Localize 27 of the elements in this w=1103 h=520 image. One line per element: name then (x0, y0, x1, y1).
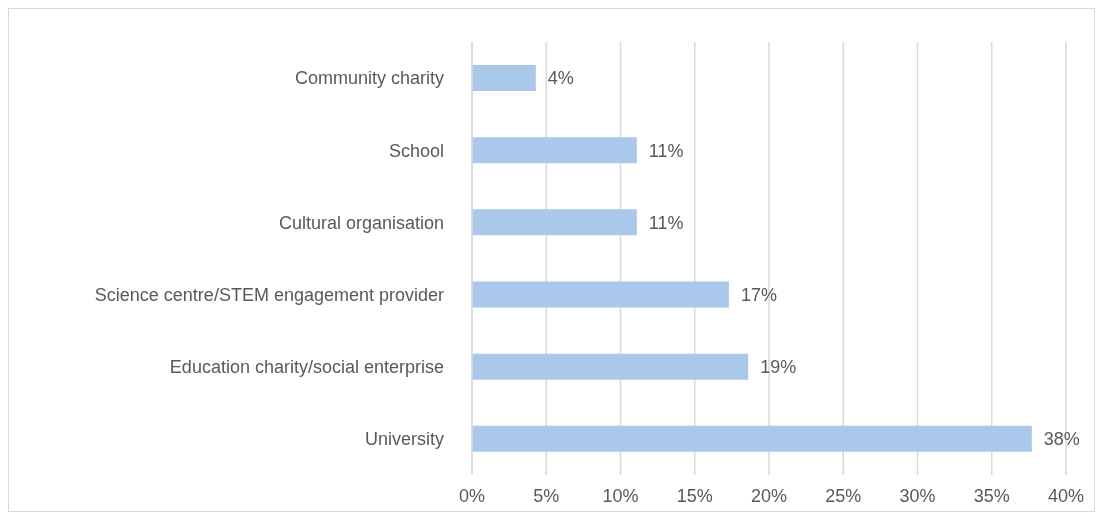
y-tick-label: School (388, 140, 444, 161)
bar (472, 425, 1032, 452)
x-tick-label: 5% (533, 485, 560, 506)
x-tick-label: 20% (750, 485, 788, 506)
y-tick-label: Community charity (294, 68, 444, 89)
bar (472, 209, 637, 236)
x-tick-label: 15% (676, 485, 713, 506)
x-tick-label: 10% (602, 485, 639, 506)
y-tick-label: University (364, 429, 444, 450)
x-tick-label: 30% (899, 485, 936, 506)
y-tick-label: Education charity/social enterprise (169, 357, 444, 378)
data-label: 19% (760, 357, 797, 378)
bar (472, 353, 749, 380)
x-tick-label: 35% (973, 485, 1010, 506)
y-tick-label: Cultural organisation (278, 212, 444, 233)
data-label: 11% (648, 140, 684, 161)
data-label: 4% (547, 68, 574, 89)
data-label: 17% (740, 284, 777, 305)
data-label: 11% (648, 212, 684, 233)
data-label: 38% (1043, 429, 1080, 450)
bar (472, 281, 729, 308)
bar (472, 137, 637, 164)
x-tick-label: 40% (1047, 485, 1085, 506)
bar (472, 65, 536, 91)
y-tick-label: Science centre/STEM engagement provider (94, 284, 444, 305)
x-tick-label: 25% (825, 485, 862, 506)
x-tick-label: 0% (458, 485, 486, 506)
